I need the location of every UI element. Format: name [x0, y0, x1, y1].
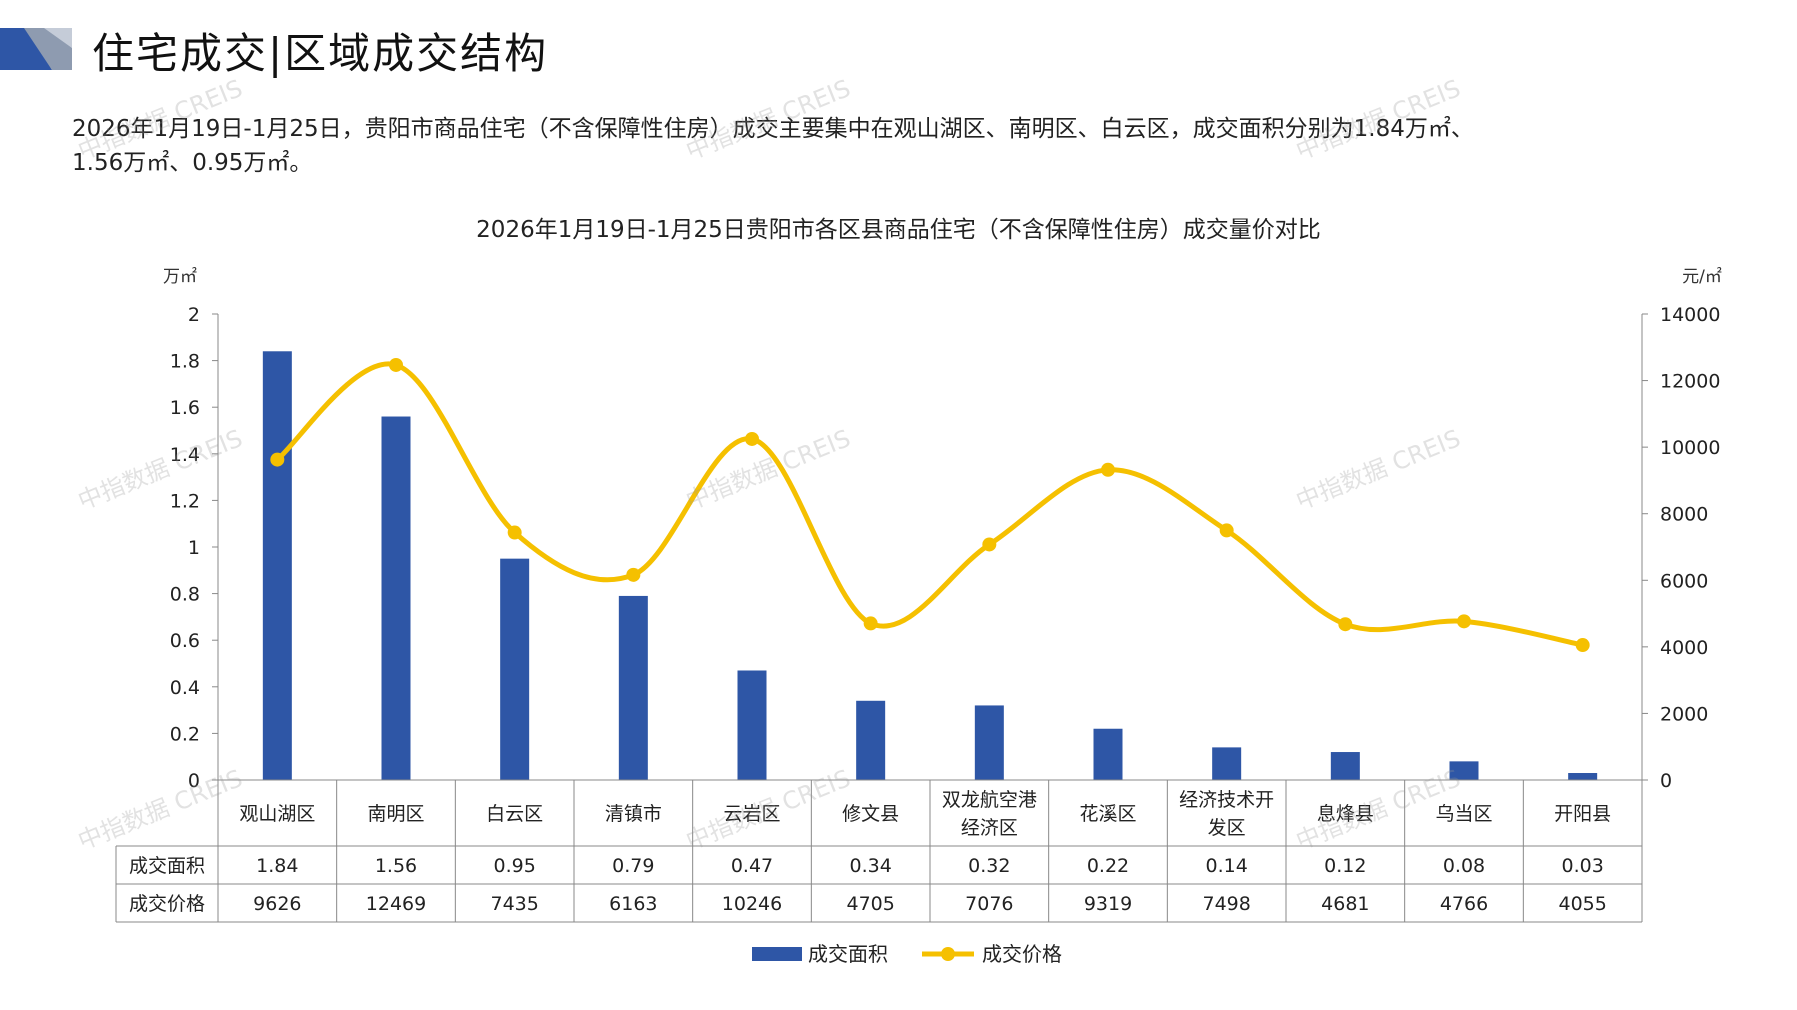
- point-成交价格: [389, 357, 403, 372]
- table-cell-price: 9626: [253, 893, 301, 915]
- left-axis-tick-label: 1.6: [170, 397, 200, 419]
- point-成交价格: [1101, 462, 1115, 477]
- table-cell-price: 4766: [1440, 893, 1488, 915]
- table-cell-price: 7498: [1202, 893, 1250, 915]
- right-axis-tick-label: 0: [1660, 770, 1672, 792]
- left-axis-tick-label: 0.6: [170, 630, 200, 652]
- legend-swatch-point: [941, 947, 955, 961]
- table-row-header: 成交面积: [129, 855, 205, 877]
- bar-成交面积: [1093, 728, 1123, 780]
- category-label: 息烽县: [1317, 803, 1374, 825]
- right-axis-tick-label: 12000: [1660, 371, 1720, 393]
- point-成交价格: [1575, 638, 1590, 653]
- summary-text: 2026年1月19日-1月25日，贵阳市商品住宅（不含保障性住房）成交主要集中在…: [72, 112, 1752, 180]
- table-cell-area: 1.84: [256, 855, 298, 877]
- chart-title: 2026年1月19日-1月25日贵阳市各区县商品住宅（不含保障性住房）成交量价对…: [476, 217, 1321, 243]
- left-axis-tick-label: 1.4: [170, 444, 200, 466]
- table-cell-area: 0.79: [612, 855, 654, 877]
- legend-label: 成交面积: [808, 942, 888, 966]
- table-cell-price: 4681: [1321, 893, 1369, 915]
- summary-line-2: 1.56万㎡、0.95万㎡。: [72, 150, 313, 176]
- category-label: 乌当区: [1435, 803, 1492, 825]
- right-axis-tick-label: 8000: [1660, 504, 1708, 526]
- brand-logo-shape: [0, 28, 72, 70]
- right-axis-tick-label: 10000: [1660, 437, 1720, 459]
- right-axis-tick-label: 2000: [1660, 703, 1708, 725]
- right-axis-unit: 元/㎡: [1682, 267, 1722, 287]
- table-cell-price: 4705: [846, 893, 894, 915]
- right-axis-tick-label: 4000: [1660, 637, 1708, 659]
- legend-label: 成交价格: [982, 942, 1062, 966]
- category-label: 清镇市: [605, 803, 662, 825]
- point-成交价格: [270, 452, 285, 467]
- page-title: 住宅成交|区域成交结构: [92, 29, 549, 78]
- table-cell-area: 0.47: [731, 855, 773, 877]
- bar-成交面积: [618, 595, 648, 780]
- point-成交价格: [863, 616, 878, 631]
- left-axis-tick-label: 1.8: [170, 351, 200, 373]
- table-row-header: 成交价格: [129, 893, 205, 915]
- left-axis-tick-label: 1: [188, 537, 200, 559]
- table-cell-price: 4055: [1558, 893, 1606, 915]
- point-成交价格: [1219, 523, 1234, 538]
- category-label: 南明区: [367, 803, 424, 825]
- right-axis-tick-label: 6000: [1660, 570, 1708, 592]
- category-label: 观山湖区: [239, 803, 315, 825]
- point-成交价格: [1457, 614, 1471, 629]
- table-cell-price: 7076: [965, 893, 1013, 915]
- bar-成交面积: [1330, 752, 1360, 780]
- legend-swatch-bar: [752, 947, 802, 961]
- bar-成交面积: [974, 705, 1004, 780]
- table-cell-area: 0.95: [494, 855, 536, 877]
- table-cell-price: 7435: [490, 893, 538, 915]
- bar-成交面积: [500, 558, 530, 780]
- category-label: 发区: [1208, 817, 1246, 839]
- left-axis-tick-label: 0: [188, 770, 200, 792]
- table-cell-area: 0.08: [1443, 855, 1485, 877]
- category-label: 花溪区: [1079, 803, 1136, 825]
- table-cell-area: 0.22: [1087, 855, 1129, 877]
- table-cell-price: 9319: [1084, 893, 1132, 915]
- bar-成交面积: [1449, 761, 1479, 780]
- left-axis-tick-label: 0.4: [170, 677, 200, 699]
- bar-成交面积: [737, 670, 767, 780]
- bar-成交面积: [1212, 747, 1242, 780]
- point-成交价格: [745, 431, 759, 446]
- category-label: 经济技术开: [1179, 789, 1274, 811]
- category-label: 开阳县: [1554, 803, 1611, 825]
- table-cell-price: 6163: [609, 893, 657, 915]
- point-成交价格: [1338, 617, 1353, 632]
- bar-成交面积: [1568, 773, 1598, 780]
- right-axis-tick-label: 14000: [1660, 304, 1720, 326]
- left-axis-unit: 万㎡: [163, 267, 197, 287]
- category-label: 经济区: [961, 817, 1018, 839]
- point-成交价格: [982, 537, 997, 552]
- category-label: 双龙航空港: [942, 789, 1037, 811]
- summary-line-1: 2026年1月19日-1月25日，贵阳市商品住宅（不含保障性住房）成交主要集中在…: [72, 116, 1474, 142]
- table-cell-area: 0.12: [1324, 855, 1366, 877]
- left-axis-tick-label: 2: [188, 304, 200, 326]
- bar-成交面积: [262, 351, 292, 780]
- point-成交价格: [507, 525, 522, 540]
- bar-成交面积: [856, 700, 886, 780]
- table-cell-price: 10246: [722, 893, 782, 915]
- left-axis-tick-label: 0.2: [170, 723, 200, 745]
- table-cell-area: 0.03: [1562, 855, 1604, 877]
- table-cell-area: 0.14: [1206, 855, 1248, 877]
- table-cell-area: 0.32: [968, 855, 1010, 877]
- line-成交价格: [274, 361, 1586, 648]
- point-成交价格: [626, 567, 641, 582]
- left-axis-tick-label: 1.2: [170, 490, 200, 512]
- table-cell-area: 0.34: [850, 855, 892, 877]
- table-cell-area: 1.56: [375, 855, 417, 877]
- category-label: 修文县: [842, 803, 899, 825]
- bar-成交面积: [381, 416, 411, 780]
- table-cell-price: 12469: [366, 893, 426, 915]
- category-label: 云岩区: [723, 803, 780, 825]
- category-label: 白云区: [486, 803, 543, 825]
- left-axis-tick-label: 0.8: [170, 584, 200, 606]
